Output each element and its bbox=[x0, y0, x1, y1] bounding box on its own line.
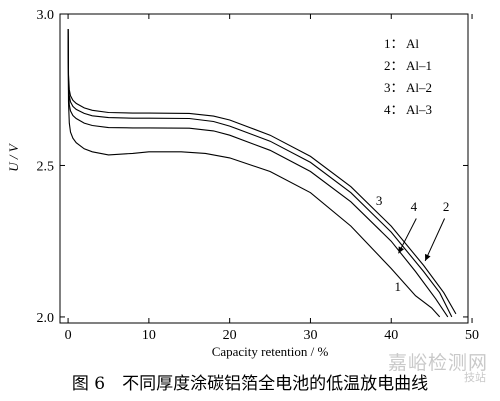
y-tick-label: 2.5 bbox=[37, 159, 55, 174]
series-line-2 bbox=[67, 29, 453, 318]
legend-entry-number: 1： bbox=[384, 36, 404, 51]
figure-caption: 图 6 不同厚度涂碳铝箔全电池的低温放电曲线 bbox=[71, 374, 429, 394]
x-tick-label: 20 bbox=[223, 328, 237, 343]
legend-entry-label: Al–1 bbox=[406, 58, 432, 73]
curve-label-4: 4 bbox=[411, 199, 418, 214]
legend-entry-label: Al–2 bbox=[406, 80, 432, 95]
axis-ticks: 0 10 20 30 40 50 2.0 2.5 3.0 bbox=[37, 8, 480, 343]
x-tick-label: 30 bbox=[303, 328, 317, 343]
watermark-sub: 技站 bbox=[464, 371, 486, 384]
arrow-curve-4 bbox=[398, 218, 417, 254]
y-tick-label: 2.0 bbox=[37, 311, 55, 326]
y-axis-label: U / V bbox=[6, 142, 21, 172]
arrow-curve-2 bbox=[424, 218, 446, 262]
legend-entry-label: Al bbox=[406, 36, 419, 51]
arrow-curve-2-head bbox=[425, 253, 431, 261]
arrow-curve-4-head bbox=[398, 246, 405, 254]
legend-entry-number: 3： bbox=[384, 80, 404, 95]
series-line-1 bbox=[67, 29, 441, 318]
x-tick-label: 0 bbox=[65, 328, 72, 343]
curve-annotations: 1 2 3 4 bbox=[376, 193, 450, 294]
x-axis-label: Capacity retention / % bbox=[212, 344, 329, 359]
series-line-3 bbox=[67, 29, 457, 315]
watermark: 嘉峪检测网 bbox=[387, 352, 488, 374]
x-tick-label: 10 bbox=[142, 328, 156, 343]
legend-entry-number: 4： bbox=[384, 102, 404, 117]
curve-label-3: 3 bbox=[376, 193, 383, 208]
curve-label-2: 2 bbox=[443, 199, 450, 214]
legend-entry-number: 2： bbox=[384, 58, 404, 73]
plot-border bbox=[59, 13, 469, 324]
plot-frame bbox=[59, 13, 469, 324]
legend-entry-label: Al–3 bbox=[406, 102, 432, 117]
series-line-4 bbox=[67, 29, 449, 318]
curve-label-1: 1 bbox=[394, 279, 401, 294]
legend: 1： Al2： Al–13： Al–24： Al–3 bbox=[384, 36, 432, 117]
y-tick-label: 3.0 bbox=[37, 8, 55, 23]
x-tick-label: 50 bbox=[465, 328, 479, 343]
x-tick-label: 40 bbox=[384, 328, 398, 343]
series-lines bbox=[67, 29, 457, 318]
